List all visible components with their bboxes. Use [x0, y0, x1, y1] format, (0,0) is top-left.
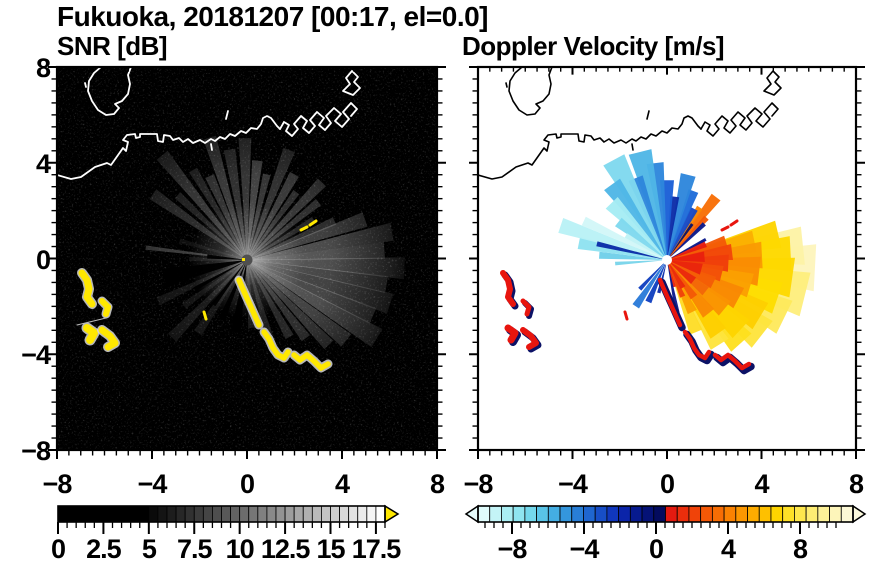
vel-x-tick-label: 0	[659, 469, 675, 499]
snr-colorbar-label: 0	[50, 534, 66, 564]
vel-colorbar-label: 8	[792, 534, 808, 564]
y-tick-label: 0	[35, 244, 51, 275]
vel-colorbar-label: −4	[569, 534, 600, 564]
vel-colorbar-label: 4	[720, 534, 736, 564]
vel-colorbar-label: 0	[648, 534, 664, 564]
snr-colorbar-label: 2.5	[86, 534, 122, 564]
snr-x-tick-label: 0	[239, 469, 255, 499]
snr-panel	[48, 65, 446, 459]
snr-panel-title: SNR [dB]	[57, 31, 168, 61]
y-tick-label: 4	[35, 148, 51, 179]
y-tick-label: −8	[21, 436, 51, 466]
snr-colorbar-label: 10	[225, 534, 255, 564]
snr-colorbar-label: 15	[316, 534, 346, 564]
vel-x-tick-label: 4	[754, 469, 769, 499]
snr-colorbar-label: 17.5	[351, 534, 402, 564]
snr-x-tick-label: −4	[137, 469, 168, 499]
velocity-panel	[469, 65, 865, 459]
y-tick-label: 8	[35, 53, 51, 83]
figure-title: Fukuoka, 20181207 [00:17, el=0.0]	[57, 1, 489, 32]
vel-x-tick-label: 8	[848, 469, 864, 499]
snr-x-tick-label: 4	[334, 469, 350, 499]
snr-x-tick-label: 8	[429, 469, 445, 499]
vel-x-tick-label: −8	[463, 469, 494, 499]
vel-colorbar-label: −8	[497, 534, 528, 564]
snr-x-tick-label: −8	[42, 469, 73, 499]
snr-colorbar	[57, 504, 400, 534]
velocity-panel-title: Doppler Velocity [m/s]	[462, 31, 725, 61]
snr-colorbar-label: 5	[141, 534, 157, 564]
snr-colorbar-label: 7.5	[176, 534, 213, 564]
vel-x-tick-label: −4	[558, 469, 588, 499]
snr-colorbar-label: 12.5	[260, 534, 311, 564]
y-tick-label: −4	[21, 340, 51, 371]
velocity-colorbar	[464, 504, 867, 534]
